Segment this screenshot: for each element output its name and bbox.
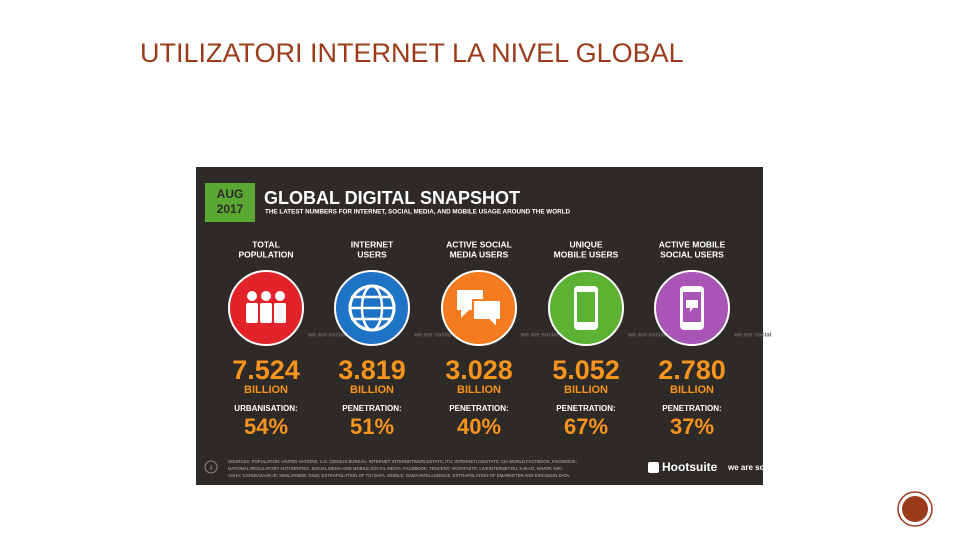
stat-value: 2.780 (658, 355, 726, 385)
sources: AGHA; CAFEBAZAAR.IR; SIMILARWEB; DING; E… (228, 473, 570, 478)
stat-subvalue: 37% (670, 414, 714, 439)
stat-subvalue: 40% (457, 414, 501, 439)
stat-sublabel: URBANISATION: (234, 404, 297, 413)
stat-unit: BILLION (564, 384, 608, 396)
stat-label: USERS (357, 249, 387, 259)
icon (472, 299, 502, 331)
stat-label: UNIQUE (569, 239, 602, 249)
stat-unit: BILLION (670, 384, 714, 396)
icon (686, 300, 698, 312)
stat-value: 7.524 (232, 355, 300, 385)
page-badge-inner (902, 496, 928, 522)
badge-year: 2017 (217, 202, 244, 216)
icon (247, 291, 257, 301)
stat-label: TOTAL (252, 239, 280, 249)
sources: SOURCES: POPULATION: UNITED NATIONS; U.S… (228, 459, 577, 464)
watermark: we are social (627, 333, 666, 339)
stat-label: ACTIVE MOBILE (659, 239, 726, 249)
stat-label: MOBILE USERS (554, 249, 619, 259)
watermark: we are social (307, 333, 346, 339)
page-number: 4 (210, 465, 213, 471)
icon (457, 290, 483, 318)
icon (577, 292, 595, 322)
stat-unit: BILLION (244, 384, 288, 396)
subheading: THE LATEST NUMBERS FOR INTERNET, SOCIAL … (265, 209, 571, 216)
stat-sublabel: PENETRATION: (342, 404, 401, 413)
stat-value: 3.819 (338, 355, 406, 385)
hootsuite-icon (648, 462, 659, 473)
stat-label: INTERNET (351, 239, 394, 249)
stat-label: ACTIVE SOCIAL (446, 239, 512, 249)
watermark: we are social (413, 333, 452, 339)
brand: Hootsuite (662, 460, 718, 474)
date-badge (205, 183, 255, 222)
stat-unit: BILLION (350, 384, 394, 396)
page-badge (897, 491, 933, 527)
stat-label: POPULATION (238, 249, 293, 259)
stat-label: SOCIAL USERS (660, 249, 724, 259)
stat-subvalue: 67% (564, 414, 608, 439)
stat-label: MEDIA USERS (450, 249, 509, 259)
watermark: we are social (520, 333, 559, 339)
stat-unit: BILLION (457, 384, 501, 396)
partner: we are social (727, 463, 778, 472)
page-circle (204, 460, 218, 474)
icon (274, 303, 286, 323)
slide-title: UTILIZATORI INTERNET LA NIVEL GLOBAL (140, 38, 684, 68)
stat-sublabel: PENETRATION: (662, 404, 721, 413)
sources: NATIONAL REGULATORY AUTHORITIES. SOCIAL … (228, 466, 562, 471)
stat-value: 5.052 (552, 355, 620, 385)
icon (246, 303, 258, 323)
badge-month: AUG (217, 187, 244, 201)
heading: GLOBAL DIGITAL SNAPSHOT (264, 188, 520, 208)
stat-sublabel: PENETRATION: (556, 404, 615, 413)
stat-subvalue: 51% (350, 414, 394, 439)
stat-value: 3.028 (445, 355, 513, 385)
stat-subvalue: 54% (244, 414, 288, 439)
icon (261, 291, 271, 301)
stat-sublabel: PENETRATION: (449, 404, 508, 413)
icon (260, 303, 272, 323)
watermark: we are social (733, 333, 772, 339)
icon (275, 291, 285, 301)
